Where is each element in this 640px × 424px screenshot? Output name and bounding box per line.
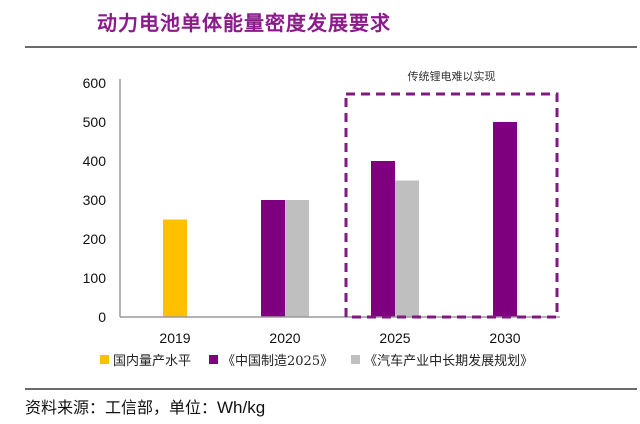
x-tick-label: 2030 [489, 330, 520, 346]
bar-2025-series-1 [371, 161, 395, 317]
source-text: 资料来源：工信部，单位： [25, 398, 218, 417]
legend: 国内量产水平 《中国制造2025》 《汽车产业中长期发展规划》 [100, 350, 533, 369]
legend-item-domestic: 国内量产水平 [100, 350, 191, 369]
x-tick-label: 2019 [159, 330, 190, 346]
legend-label: 《汽车产业中长期发展规划》 [364, 354, 534, 369]
footer-divider [25, 388, 637, 390]
legend-label: 《中国制造2025》 [222, 354, 334, 369]
x-axis-ticks: 2019 2020 2025 2030 [159, 330, 520, 346]
bar-2020-series-1 [261, 200, 285, 317]
y-tick-label: 400 [83, 153, 107, 169]
source-note: 资料来源：工信部，单位：Wh/kg [25, 394, 265, 418]
y-tick-label: 300 [83, 192, 107, 208]
legend-swatch [100, 355, 109, 364]
chart-title: 动力电池单体能量密度发展要求 [97, 11, 391, 35]
y-tick-label: 600 [83, 75, 107, 91]
bar-2030-series-1 [493, 122, 517, 317]
highlight-box [344, 92, 559, 319]
unit-text: Wh/kg [217, 398, 266, 417]
x-tick-label: 2020 [269, 330, 300, 346]
title-divider [25, 46, 637, 48]
y-tick-label: 500 [83, 114, 107, 130]
y-tick-label: 0 [98, 309, 106, 325]
bars [163, 122, 517, 317]
y-tick-label: 100 [83, 270, 107, 286]
legend-label: 国内量产水平 [113, 354, 192, 369]
bar-2019-series-0 [163, 219, 187, 317]
y-axis-ticks: 0 100 200 300 400 500 600 [83, 75, 107, 325]
legend-swatch [351, 355, 361, 364]
x-tick-label: 2025 [379, 330, 410, 346]
legend-swatch [209, 355, 219, 364]
bar-2025-series-2 [395, 180, 419, 317]
bar-2020-series-2 [285, 200, 309, 317]
annotation-label: 传统锂电难以实现 [408, 69, 496, 83]
y-tick-label: 200 [83, 231, 107, 247]
legend-item-auto-industry-plan: 《汽车产业中长期发展规划》 [351, 350, 533, 369]
legend-item-made-in-china-2025: 《中国制造2025》 [209, 350, 333, 369]
